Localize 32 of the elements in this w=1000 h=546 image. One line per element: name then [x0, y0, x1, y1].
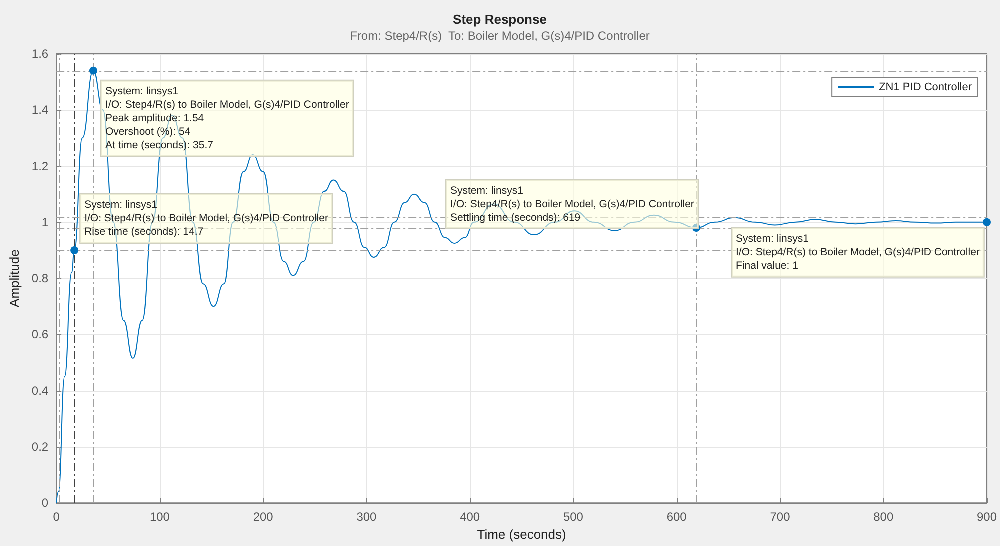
legend-label: ZN1 PID Controller: [879, 82, 972, 94]
x-tick-label: 400: [460, 510, 480, 524]
y-tick-label: 0.4: [32, 384, 49, 398]
x-tick-label: 900: [976, 510, 998, 524]
x-tick-label: 0: [53, 510, 60, 524]
point: [70, 246, 79, 254]
y-tick-label: 1: [42, 215, 49, 230]
y-tick-label: 1.4: [32, 103, 49, 118]
chart-subtitle: From: Step4/R(s) To: Boiler Model, G(s)4/PID Controller: [350, 29, 650, 43]
annotation: System: linsys1 I/O: Step4/R(s) to Boiler Model, G(s)4/PID Controller Settling time (seconds): 619: [450, 184, 695, 224]
annotation: System: linsys1 I/O: Step4/R(s) to Boiler Model, G(s)4/PID Controller Rise time (seconds): 14.7: [84, 199, 329, 238]
y-tick-label: 0: [42, 496, 49, 510]
chart-title: Step Response: [453, 12, 547, 27]
x-tick-label: 500: [563, 510, 584, 524]
y-axis-title: Amplitude: [7, 250, 22, 308]
y-tick-label: 0.6: [32, 328, 49, 342]
x-tick-label: 200: [253, 510, 274, 524]
x-tick-label: 800: [874, 510, 894, 524]
annotation: System: linsys1 I/O: Step4/R(s) to Boiler Model, G(s)4/PID Controller Final value: 1: [736, 233, 980, 272]
x-tick-label: 100: [150, 510, 170, 524]
y-tick-label: 0.8: [32, 272, 49, 286]
y-tick-label: 1.2: [32, 159, 49, 174]
point: [89, 66, 98, 75]
point: [983, 218, 991, 226]
x-tick-label: 600: [666, 510, 688, 524]
x-tick-label: 300: [356, 510, 378, 524]
y-tick-label: 0.2: [32, 440, 49, 454]
point: [692, 224, 700, 232]
annotation: System: linsys1 I/O: Step4/R(s) to Boiler Model, G(s)4/PID Controller Peak amplitude: 1.54 Overshoot (%): 54 At time (seconds): 35.7: [105, 86, 350, 152]
x-axis-title: Time (seconds): [477, 527, 566, 542]
y-tick-label: 1.6: [32, 47, 49, 61]
x-tick-label: 700: [770, 510, 791, 524]
